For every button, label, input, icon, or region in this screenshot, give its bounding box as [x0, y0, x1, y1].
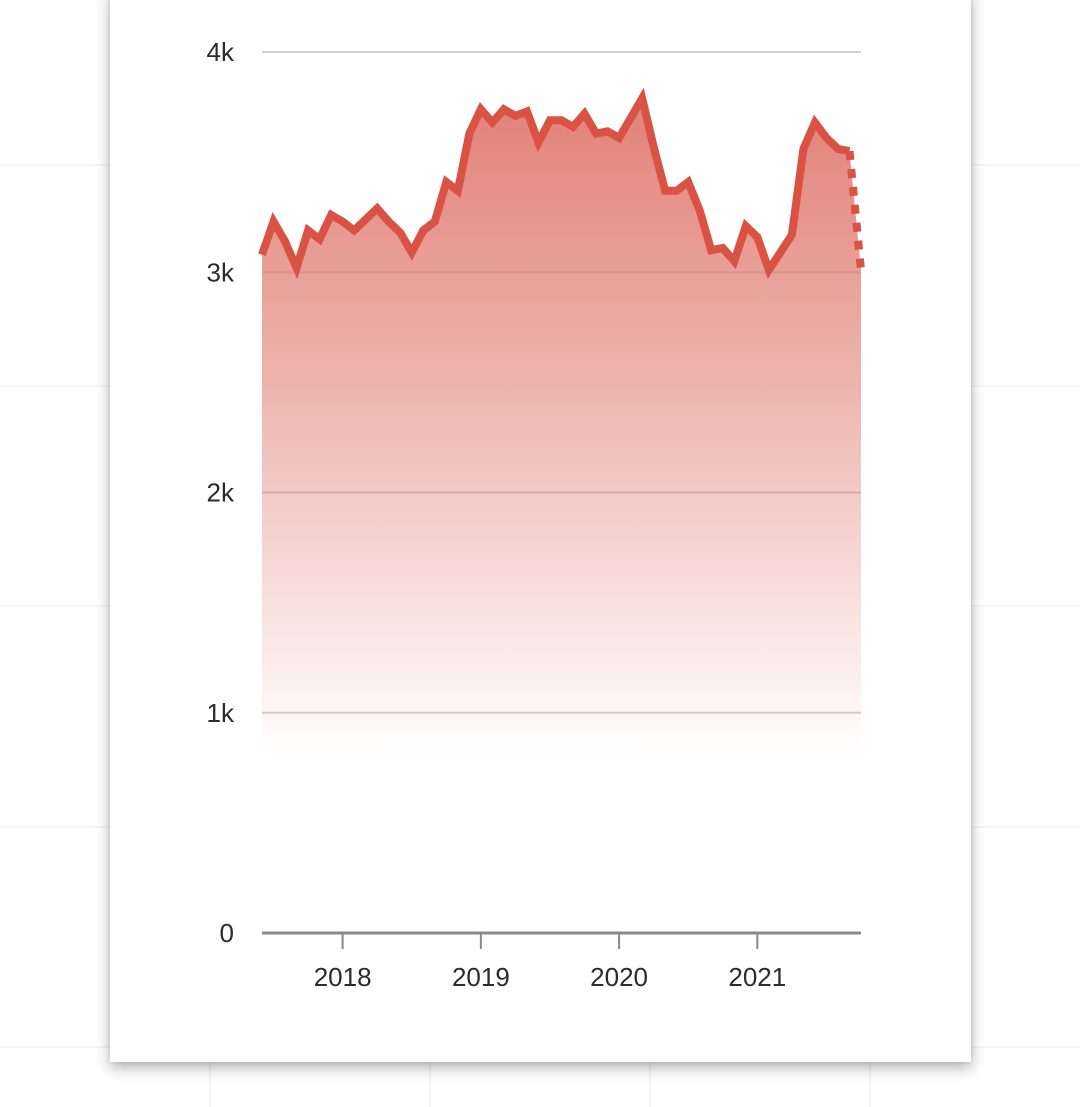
y-tick-label: 4k	[207, 37, 235, 67]
y-tick-labels: 0 1k 2k 3k 4k	[207, 37, 235, 948]
x-tick-labels: 2018 2019 2020 2021	[314, 962, 787, 992]
series-line	[258, 87, 851, 280]
x-tick-label: 2019	[452, 962, 510, 992]
y-tick-label: 1k	[207, 698, 235, 728]
x-axis	[262, 931, 861, 949]
x-tick-label: 2021	[728, 962, 786, 992]
y-tick-label: 2k	[207, 478, 235, 508]
x-tick-label: 2020	[590, 962, 648, 992]
projected-line	[845, 150, 865, 271]
y-tick-label: 0	[220, 918, 234, 948]
y-tick-label: 3k	[207, 257, 235, 287]
area-fill	[262, 98, 861, 933]
area-fill-layer	[262, 98, 861, 933]
series-line-layer	[258, 87, 865, 280]
x-tick-label: 2018	[314, 962, 372, 992]
